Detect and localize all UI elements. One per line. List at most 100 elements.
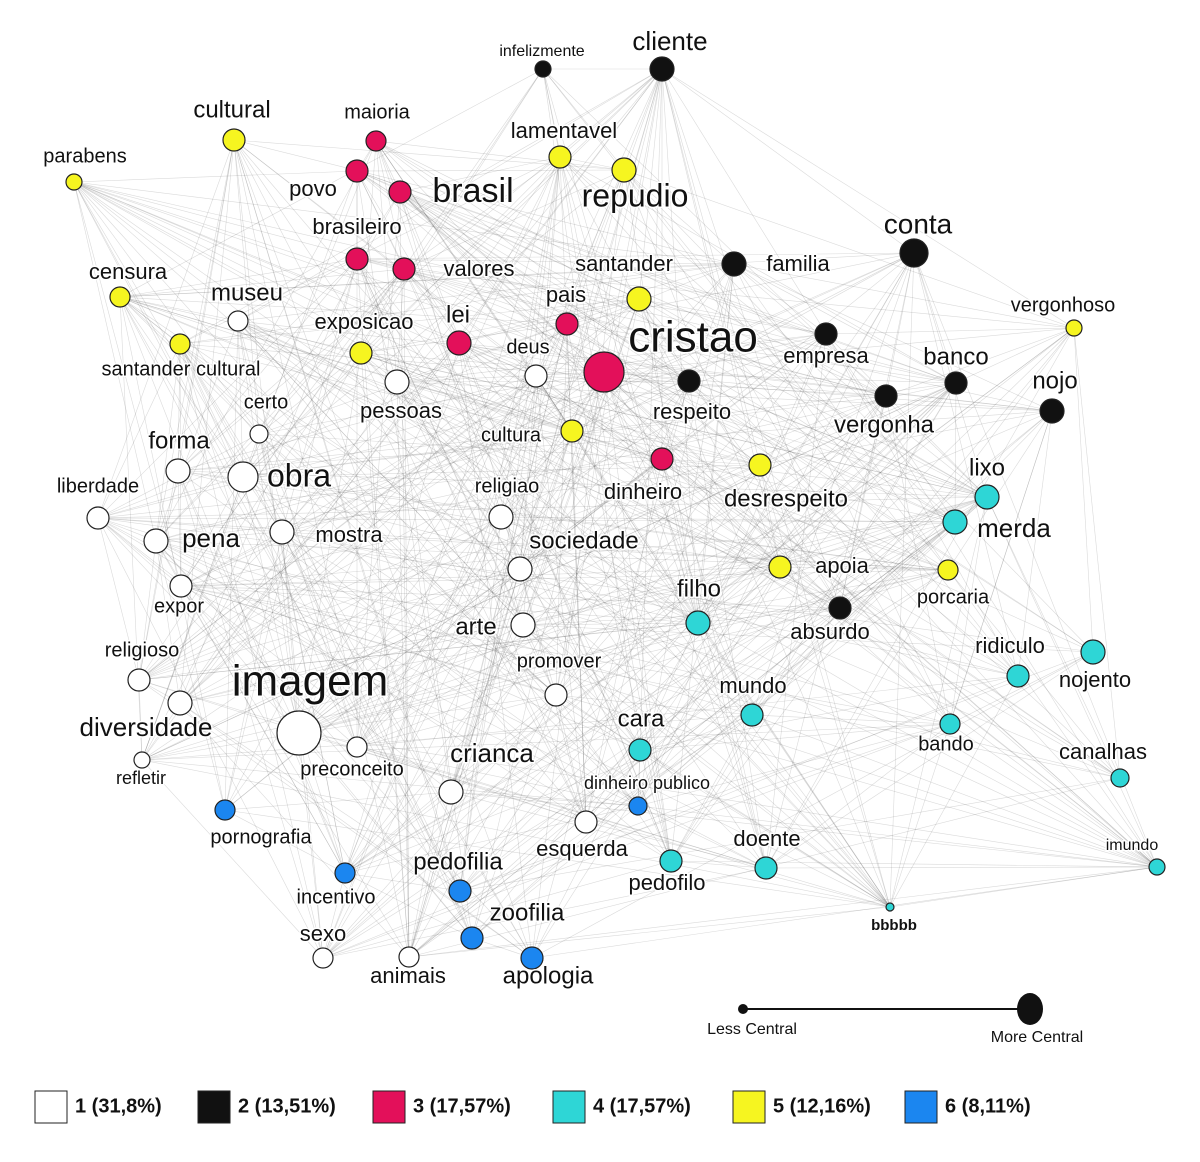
edge xyxy=(913,252,957,384)
edge xyxy=(408,866,1158,958)
edge xyxy=(408,568,521,958)
legend-label: 1 (31,8%) xyxy=(75,1095,162,1117)
edge xyxy=(119,296,283,533)
edge xyxy=(138,323,568,681)
edge xyxy=(403,268,460,344)
edge xyxy=(356,170,690,382)
edge xyxy=(458,263,735,344)
node-label: deus xyxy=(506,336,549,358)
edge xyxy=(519,568,1158,868)
edge xyxy=(179,139,235,704)
edge xyxy=(281,531,951,725)
edge xyxy=(566,252,915,325)
node-label: refletir xyxy=(116,768,166,788)
edge xyxy=(138,252,915,681)
edge xyxy=(179,702,410,958)
edge xyxy=(141,327,1075,761)
edge xyxy=(555,333,827,696)
edge xyxy=(344,156,561,874)
node xyxy=(899,238,929,268)
edge xyxy=(471,607,841,939)
edge xyxy=(459,382,957,892)
edge xyxy=(155,268,405,542)
edge xyxy=(733,263,827,335)
edge xyxy=(751,714,951,725)
edge xyxy=(356,170,887,397)
edge xyxy=(759,410,1053,466)
edge xyxy=(356,258,502,518)
edge xyxy=(637,723,951,807)
edge xyxy=(986,496,1158,868)
edge xyxy=(638,298,841,609)
edge xyxy=(450,371,605,793)
edge xyxy=(531,651,1094,959)
node xyxy=(650,447,674,471)
edge xyxy=(661,68,841,609)
edge xyxy=(177,470,639,807)
edge xyxy=(825,333,1019,677)
node xyxy=(768,555,792,579)
edge xyxy=(141,382,957,761)
edge xyxy=(535,375,699,624)
edge xyxy=(408,430,573,958)
node-label: lamentavel xyxy=(511,118,617,143)
edge xyxy=(242,156,561,478)
edge xyxy=(519,458,663,570)
edge xyxy=(638,298,957,384)
edge xyxy=(344,872,461,892)
edge xyxy=(344,327,1075,874)
edge xyxy=(179,343,244,478)
node xyxy=(345,247,369,271)
edge xyxy=(396,381,1053,412)
edge xyxy=(73,181,461,892)
edge xyxy=(403,268,699,624)
node xyxy=(939,713,961,735)
edge xyxy=(559,156,957,384)
edge xyxy=(396,268,405,383)
edge xyxy=(298,352,362,734)
edge xyxy=(138,679,143,761)
edge xyxy=(281,68,663,533)
edge xyxy=(360,140,377,354)
edge xyxy=(344,458,663,874)
edge xyxy=(399,191,663,460)
edge xyxy=(408,694,557,958)
edge xyxy=(242,476,949,571)
edge xyxy=(97,517,324,959)
edge xyxy=(522,622,699,626)
edge xyxy=(639,395,887,751)
edge xyxy=(403,268,640,300)
edge xyxy=(471,371,605,939)
edge xyxy=(535,375,1158,868)
node-label: bbbbb xyxy=(871,917,917,934)
node-label: empresa xyxy=(783,343,869,368)
edge xyxy=(408,749,641,958)
edge xyxy=(138,568,521,681)
edge xyxy=(73,181,260,435)
node-label: doente xyxy=(733,826,800,851)
edge xyxy=(522,382,957,626)
edge xyxy=(751,382,957,716)
edge xyxy=(356,342,460,748)
edge xyxy=(298,333,827,734)
edge xyxy=(237,258,358,322)
node-label: vergonhoso xyxy=(1011,294,1116,316)
edge xyxy=(180,569,949,587)
edge xyxy=(458,342,1053,412)
edge xyxy=(119,296,358,748)
edge xyxy=(459,395,887,892)
edge xyxy=(1073,327,1121,779)
edge xyxy=(661,458,1094,653)
edge xyxy=(224,320,239,811)
edge xyxy=(522,624,1094,653)
edge xyxy=(637,395,887,807)
edge xyxy=(179,569,949,704)
edge xyxy=(179,702,533,959)
edge xyxy=(375,140,956,523)
edge xyxy=(500,516,1158,868)
edge xyxy=(585,263,735,823)
node-label: merda xyxy=(977,513,1051,543)
edge xyxy=(885,395,951,725)
edge xyxy=(97,258,358,519)
edge xyxy=(733,263,1053,412)
